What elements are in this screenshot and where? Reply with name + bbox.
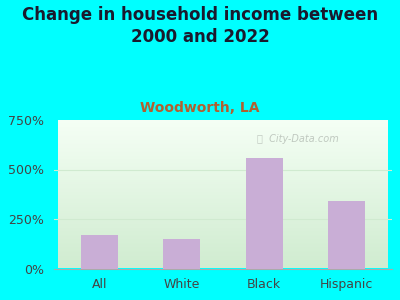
Bar: [328, 201, 365, 268]
Bar: [163, 239, 200, 268]
Bar: [81, 235, 118, 268]
Text: Woodworth, LA: Woodworth, LA: [140, 100, 260, 115]
Text: Change in household income between
2000 and 2022: Change in household income between 2000 …: [22, 6, 378, 46]
Bar: [246, 158, 283, 268]
Text: Ⓠ  City-Data.com: Ⓠ City-Data.com: [257, 134, 338, 144]
